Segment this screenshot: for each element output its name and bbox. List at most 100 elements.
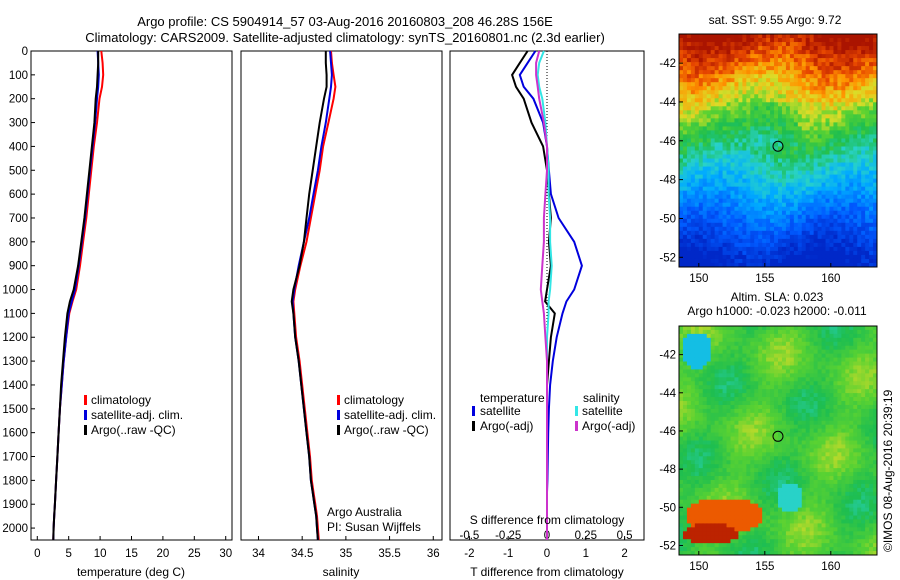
map-cell [679, 337, 684, 343]
map-cell [750, 54, 755, 59]
map-cell [825, 194, 831, 200]
map-cell [841, 385, 846, 390]
map-cell [690, 134, 696, 140]
map-cell [742, 98, 747, 103]
map-cell [758, 202, 763, 208]
map-cell [746, 70, 751, 75]
map-cell [853, 82, 858, 87]
map-cell [702, 198, 708, 204]
map-cell [714, 174, 720, 180]
map-cell [781, 134, 787, 140]
map-cell [821, 34, 827, 39]
map-cell [857, 436, 862, 442]
map-cell [742, 134, 747, 140]
map-cell [865, 190, 870, 196]
map-cell [778, 46, 783, 51]
map-cell [734, 50, 739, 55]
map-cell [734, 134, 739, 140]
map-cell [754, 90, 759, 95]
map-cell [813, 472, 819, 477]
map-cell [722, 90, 728, 95]
map-cell [706, 130, 712, 136]
map-cell [849, 178, 854, 184]
map-cell [722, 468, 728, 473]
map-cell [793, 54, 799, 59]
map-cell [694, 476, 700, 481]
map-cell [682, 353, 688, 359]
map-cell [730, 436, 736, 442]
map-cell [853, 329, 858, 335]
map-cell [758, 118, 763, 123]
map-cell [730, 333, 736, 339]
map-cell [714, 170, 720, 176]
map-cell [746, 154, 751, 160]
map-cell [754, 78, 759, 83]
map-cell [861, 393, 866, 398]
map-cell [801, 38, 807, 43]
map-cell [793, 262, 799, 267]
map-cell [778, 242, 783, 248]
map-cell [770, 54, 775, 59]
map-cell [865, 146, 870, 152]
map-cell [742, 102, 747, 107]
map-cell [805, 182, 811, 188]
map-cell [845, 118, 850, 123]
map-cell [785, 102, 791, 107]
map-cell [789, 408, 795, 414]
map-cell [770, 428, 775, 434]
map-cell [825, 154, 831, 160]
map-cell [698, 62, 704, 67]
map-cell [797, 74, 803, 79]
map-cell [849, 326, 854, 331]
map-cell [738, 126, 743, 132]
map-cell [738, 242, 743, 248]
map-cell [726, 472, 732, 477]
map-cell [710, 250, 716, 256]
map-cell [726, 138, 732, 144]
map-cell [679, 333, 684, 339]
map-cell [785, 114, 791, 119]
map-cell [865, 440, 870, 446]
map-cell [793, 146, 799, 152]
map-cell [714, 182, 720, 188]
map-cell [778, 34, 783, 39]
map-cell [758, 94, 763, 99]
map-cell [758, 174, 763, 180]
map-cell [865, 404, 870, 410]
map-cell [714, 401, 720, 406]
map-cell [781, 464, 787, 469]
map-cell [754, 74, 759, 79]
map-cell [833, 98, 838, 103]
legend-swatch-satellite [337, 410, 340, 420]
map-cell [781, 194, 787, 200]
map-cell [809, 373, 815, 378]
map-cell [821, 62, 827, 67]
map-cell [785, 98, 791, 103]
map-cell [754, 210, 759, 216]
map-cell [829, 226, 835, 232]
map-cell [770, 174, 775, 180]
map-cell [853, 70, 858, 75]
x-tick-label: 2 [621, 548, 627, 560]
map-cell [869, 345, 874, 351]
map-cell [686, 357, 692, 363]
map-cell [746, 254, 751, 260]
map-cell [781, 230, 787, 236]
map-cell [694, 182, 700, 188]
map-cell [738, 198, 743, 204]
map-cell [809, 333, 815, 339]
map-cell [686, 126, 692, 132]
map-cell [825, 78, 831, 83]
map-cell [853, 238, 858, 244]
map-cell [750, 122, 755, 127]
map-cell [682, 206, 688, 212]
map-cell [766, 460, 771, 465]
map-cell [785, 246, 791, 252]
map-cell [706, 182, 712, 188]
map-cell [869, 460, 874, 465]
map-cell [679, 110, 684, 115]
map-cell [762, 210, 767, 216]
map-cell [817, 424, 823, 430]
map-cell [801, 385, 807, 390]
map-cell [690, 54, 696, 59]
